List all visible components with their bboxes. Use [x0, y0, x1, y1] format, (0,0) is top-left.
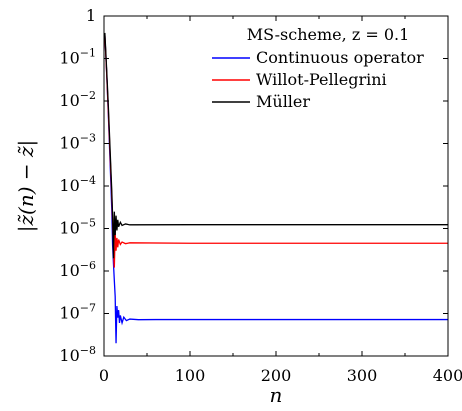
y-tick-label: 10−1 [59, 47, 96, 68]
y-tick-label: 10−5 [59, 217, 96, 238]
x-tick-label: 200 [261, 366, 292, 385]
y-tick-label: 10−7 [59, 302, 96, 323]
y-tick-labels: 1 10−1 10−2 10−3 10−4 10−5 10−6 10−7 10−8 [59, 6, 96, 365]
x-tick-label: 300 [347, 366, 378, 385]
plot-lines [104, 32, 448, 344]
legend-title: MS-scheme, z = 0.1 [247, 25, 410, 44]
x-tick-label: 100 [175, 366, 206, 385]
x-axis-label: n [270, 383, 283, 407]
legend: MS-scheme, z = 0.1 Continuous operator W… [212, 25, 424, 111]
plot-frame [103, 15, 449, 357]
x-tick-label: 0 [99, 366, 109, 385]
x-tick-label: 400 [433, 366, 462, 385]
y-tick-label: 10−8 [59, 344, 96, 365]
legend-label-muller: Müller [256, 92, 310, 111]
y-tick-label: 10−4 [59, 174, 96, 195]
y-tick-label: 10−6 [59, 259, 96, 280]
y-tick-label: 10−2 [59, 89, 96, 110]
y-tick-label: 10−3 [59, 132, 96, 153]
x-tick-labels: 0 100 200 300 400 [99, 366, 462, 385]
legend-label-willot: Willot-Pellegrini [256, 70, 387, 89]
y-axis-label: |z̃(n) − z̃| [14, 140, 39, 233]
y-tick-label: 1 [86, 6, 96, 25]
legend-label-continuous: Continuous operator [256, 48, 424, 67]
series-line-2 [104, 32, 448, 259]
axis-ticks [103, 15, 449, 357]
